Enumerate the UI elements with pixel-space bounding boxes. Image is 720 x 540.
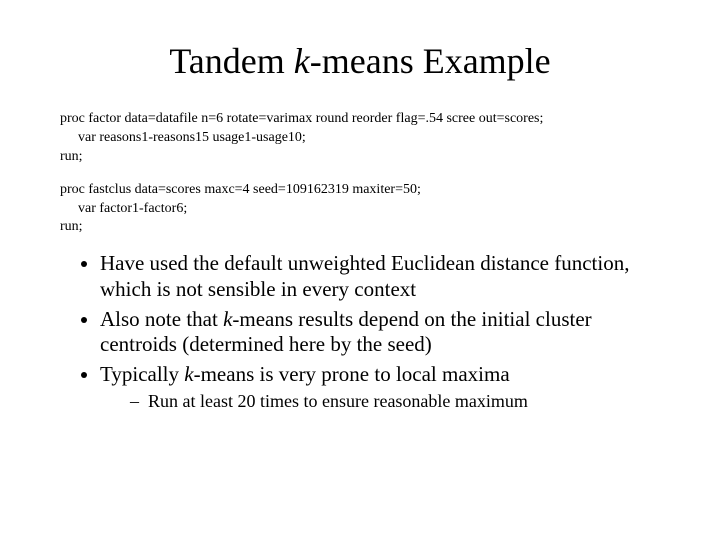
title-part2: -means Example	[310, 41, 551, 81]
bullet-text-pre: Typically	[100, 362, 184, 386]
code-line: proc factor data=datafile n=6 rotate=var…	[60, 110, 660, 129]
bullet-text-pre: Also note that	[100, 307, 223, 331]
code-line: run;	[60, 148, 660, 167]
code-line: proc fastclus data=scores maxc=4 seed=10…	[60, 181, 660, 200]
code-line: var reasons1-reasons15 usage1-usage10;	[60, 129, 660, 148]
bullet-item: Also note that k-means results depend on…	[100, 307, 660, 358]
bullet-italic-k: k	[184, 362, 193, 386]
bullet-item: Have used the default unweighted Euclide…	[100, 251, 660, 302]
sub-bullet-list: Run at least 20 times to ensure reasonab…	[100, 391, 660, 413]
title-part1: Tandem	[169, 41, 293, 81]
bullet-item: Typically k-means is very prone to local…	[100, 362, 660, 414]
bullet-italic-k: k	[223, 307, 232, 331]
code-line: run;	[60, 218, 660, 237]
bullet-text: Have used the default unweighted Euclide…	[100, 251, 629, 301]
bullet-list: Have used the default unweighted Euclide…	[60, 251, 660, 413]
title-italic-k: k	[294, 41, 310, 81]
sub-bullet-item: Run at least 20 times to ensure reasonab…	[134, 391, 660, 413]
slide-title: Tandem k-means Example	[60, 40, 660, 82]
code-line: var factor1-factor6;	[60, 200, 660, 219]
sub-bullet-text: Run at least 20 times to ensure reasonab…	[148, 391, 528, 411]
slide-body: Tandem k-means Example proc factor data=…	[0, 0, 720, 540]
code-block-fastclus: proc fastclus data=scores maxc=4 seed=10…	[60, 181, 660, 238]
code-block-factor: proc factor data=datafile n=6 rotate=var…	[60, 110, 660, 167]
bullet-text-post: -means is very prone to local maxima	[194, 362, 510, 386]
